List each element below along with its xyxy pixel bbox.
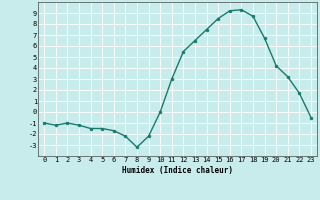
X-axis label: Humidex (Indice chaleur): Humidex (Indice chaleur)	[122, 166, 233, 175]
